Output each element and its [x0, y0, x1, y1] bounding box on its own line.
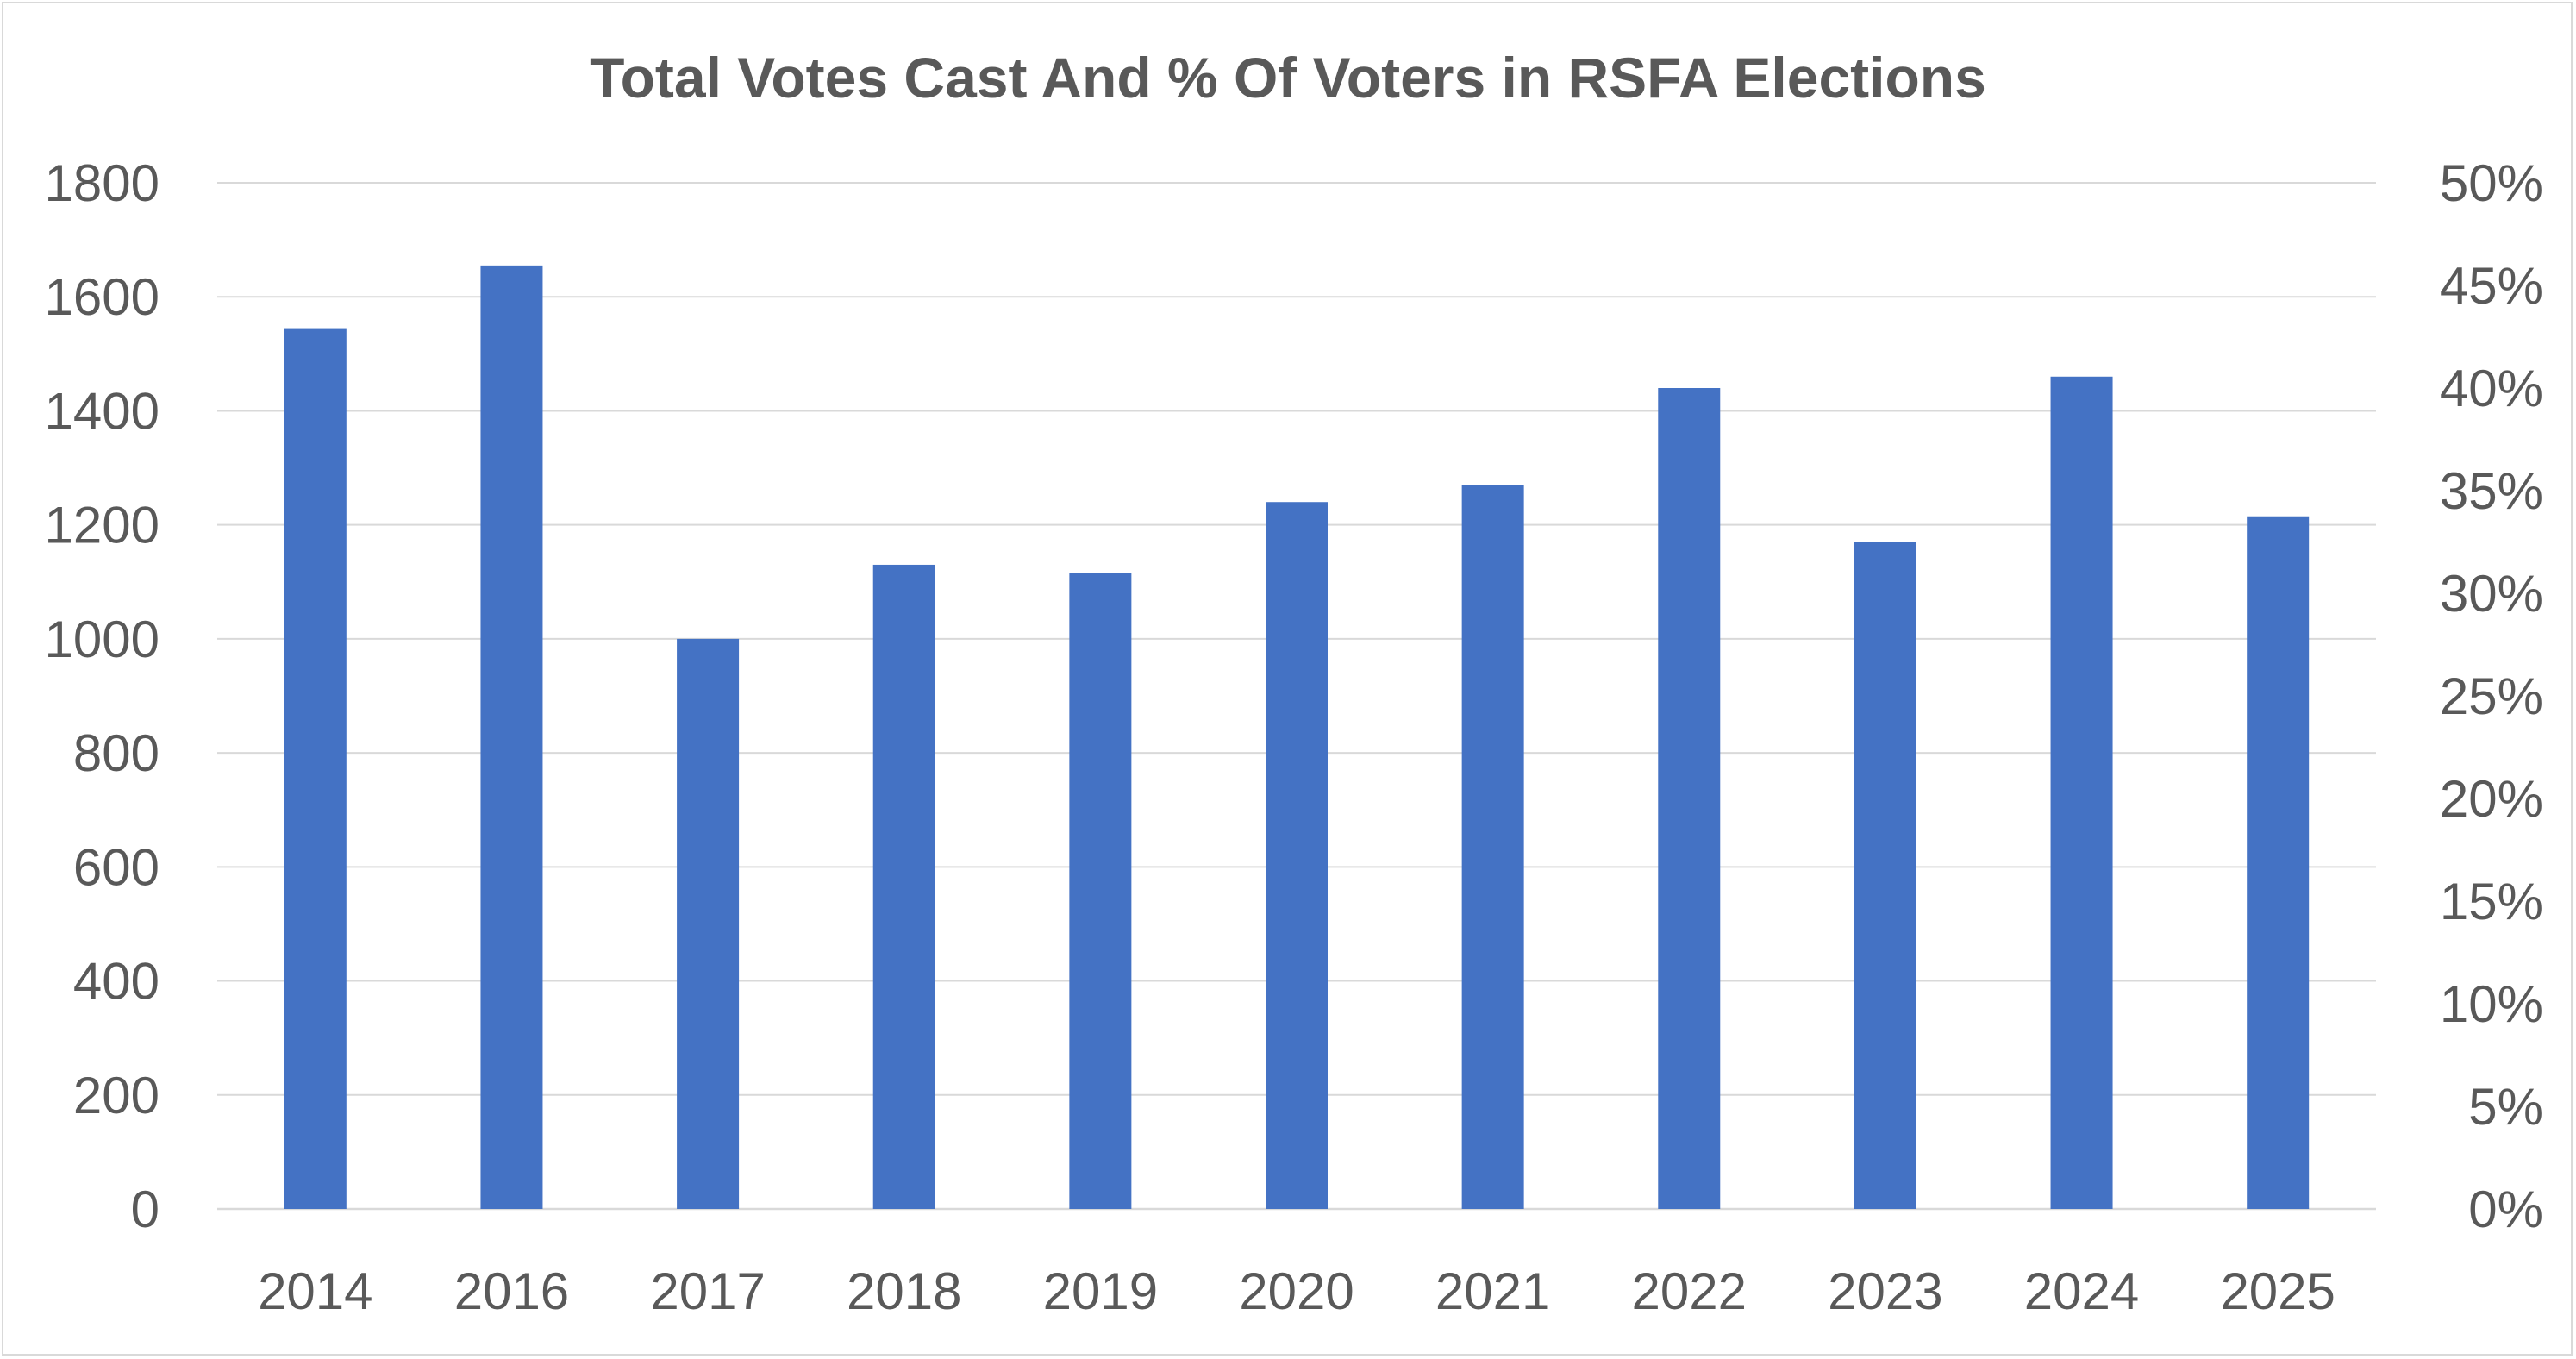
x-tick-label: 2019 — [1043, 1262, 1158, 1320]
y2-tick-label: 5% — [2468, 1078, 2543, 1136]
x-tick-label: 2020 — [1239, 1262, 1354, 1320]
bars — [284, 265, 2310, 1210]
y2-tick-label: 40% — [2440, 360, 2543, 417]
y-tick-label: 1800 — [45, 154, 159, 212]
y-tick-label: 200 — [73, 1067, 159, 1124]
x-axis: 2014 2016 2017 2018 2019 2020 2021 2022 2023 2024… — [258, 1262, 2335, 1320]
y-tick-label: 1400 — [45, 382, 159, 440]
bar — [2050, 376, 2113, 1209]
x-tick-label: 2014 — [258, 1262, 372, 1320]
y-axis-left: 0 200 400 600 800 1000 1200 1400 1600 1800 — [45, 154, 159, 1238]
y-tick-label: 400 — [73, 953, 159, 1011]
bar — [677, 638, 740, 1209]
gridlines — [217, 182, 2376, 1211]
y-tick-label: 1600 — [45, 268, 159, 326]
x-tick-label: 2021 — [1435, 1262, 1550, 1320]
y2-tick-label: 45% — [2440, 257, 2543, 315]
y-tick-label: 600 — [73, 838, 159, 896]
chart-title: Total Votes Cast And % Of Voters in RSFA… — [590, 46, 1986, 110]
x-tick-label: 2023 — [1828, 1262, 1942, 1320]
y-tick-label: 0 — [131, 1181, 159, 1238]
y2-tick-label: 0% — [2468, 1181, 2543, 1238]
bar — [1461, 485, 1524, 1209]
x-tick-label: 2025 — [2220, 1262, 2335, 1320]
x-tick-label: 2022 — [1632, 1262, 1747, 1320]
bar — [480, 265, 543, 1210]
y2-tick-label: 30% — [2440, 565, 2543, 623]
y2-tick-label: 35% — [2440, 462, 2543, 520]
x-tick-label: 2018 — [847, 1262, 961, 1320]
x-tick-label: 2024 — [2024, 1262, 2139, 1320]
y2-tick-label: 25% — [2440, 667, 2543, 725]
y-tick-label: 1000 — [45, 611, 159, 668]
bar — [2247, 516, 2310, 1209]
bar — [1266, 502, 1328, 1209]
x-tick-label: 2016 — [454, 1262, 569, 1320]
bar — [1854, 542, 1916, 1209]
y2-tick-label: 10% — [2440, 975, 2543, 1033]
y-tick-label: 800 — [73, 724, 159, 782]
y2-tick-label: 50% — [2440, 154, 2543, 212]
y-axis-right: 0% 5% 10% 15% 20% 25% 30% 35% 40% 45% 50% — [2440, 154, 2543, 1238]
bar — [872, 564, 935, 1209]
y2-tick-label: 15% — [2440, 873, 2543, 930]
x-tick-label: 2017 — [650, 1262, 765, 1320]
bar — [284, 328, 347, 1209]
y2-tick-label: 20% — [2440, 770, 2543, 828]
y-tick-label: 1200 — [45, 497, 159, 554]
bar — [1658, 388, 1721, 1209]
bar — [1069, 573, 1132, 1209]
